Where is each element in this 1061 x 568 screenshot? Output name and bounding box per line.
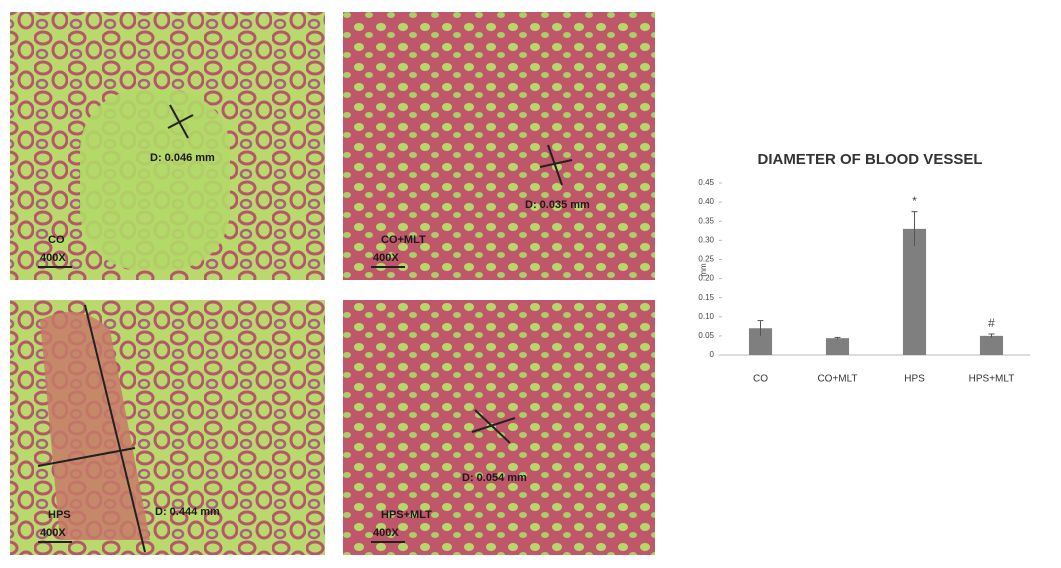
micrographs bbox=[10, 12, 655, 555]
y-tick-label: 0.25 bbox=[698, 255, 714, 264]
annotation: # bbox=[988, 316, 995, 330]
chart-title: DIAMETER OF BLOOD VESSEL bbox=[757, 151, 982, 168]
bar bbox=[980, 336, 1003, 355]
group-label: CO+MLT bbox=[381, 234, 426, 246]
y-tick-label: 0.20 bbox=[698, 274, 714, 283]
scale-label: 400X bbox=[40, 527, 66, 539]
group-label: CO bbox=[48, 234, 65, 246]
y-tick-label: 0.10 bbox=[698, 312, 714, 321]
page: {"panels": [ {"group": "CO", "measuremen… bbox=[0, 0, 1061, 563]
group-label: HPS bbox=[48, 509, 71, 521]
measurement-label: D: 0.054 mm bbox=[462, 472, 527, 484]
y-tick-label: 0.45 bbox=[698, 178, 714, 187]
annotation: * bbox=[912, 194, 917, 208]
group-label: HPS+MLT bbox=[381, 509, 432, 521]
x-tick-label: CO bbox=[753, 374, 768, 385]
y-tick-label: 0.15 bbox=[698, 293, 714, 302]
y-tick-label: 0.30 bbox=[698, 235, 714, 244]
scale-label: 400X bbox=[373, 252, 399, 264]
figure: DIAMETER OF BLOOD VESSEL mm COD: 0.046 m… bbox=[0, 0, 1061, 563]
y-tick-label: 0.05 bbox=[698, 331, 714, 340]
measurement-label: D: 0.035 mm bbox=[525, 199, 590, 211]
y-tick-label: 0 bbox=[710, 350, 715, 359]
y-tick-label: 0.35 bbox=[698, 216, 714, 225]
bar bbox=[826, 338, 849, 355]
x-tick-label: CO+MLT bbox=[817, 374, 857, 385]
bar bbox=[903, 229, 926, 355]
x-tick-label: HPS+MLT bbox=[969, 374, 1015, 385]
x-tick-label: HPS bbox=[904, 374, 925, 385]
scale-label: 400X bbox=[373, 527, 399, 539]
y-tick-label: 0.40 bbox=[698, 197, 714, 206]
measurement-label: D: 0.046 mm bbox=[150, 152, 215, 164]
scale-label: 400X bbox=[40, 252, 66, 264]
measurement-label: D: 0.444 mm bbox=[155, 506, 220, 518]
